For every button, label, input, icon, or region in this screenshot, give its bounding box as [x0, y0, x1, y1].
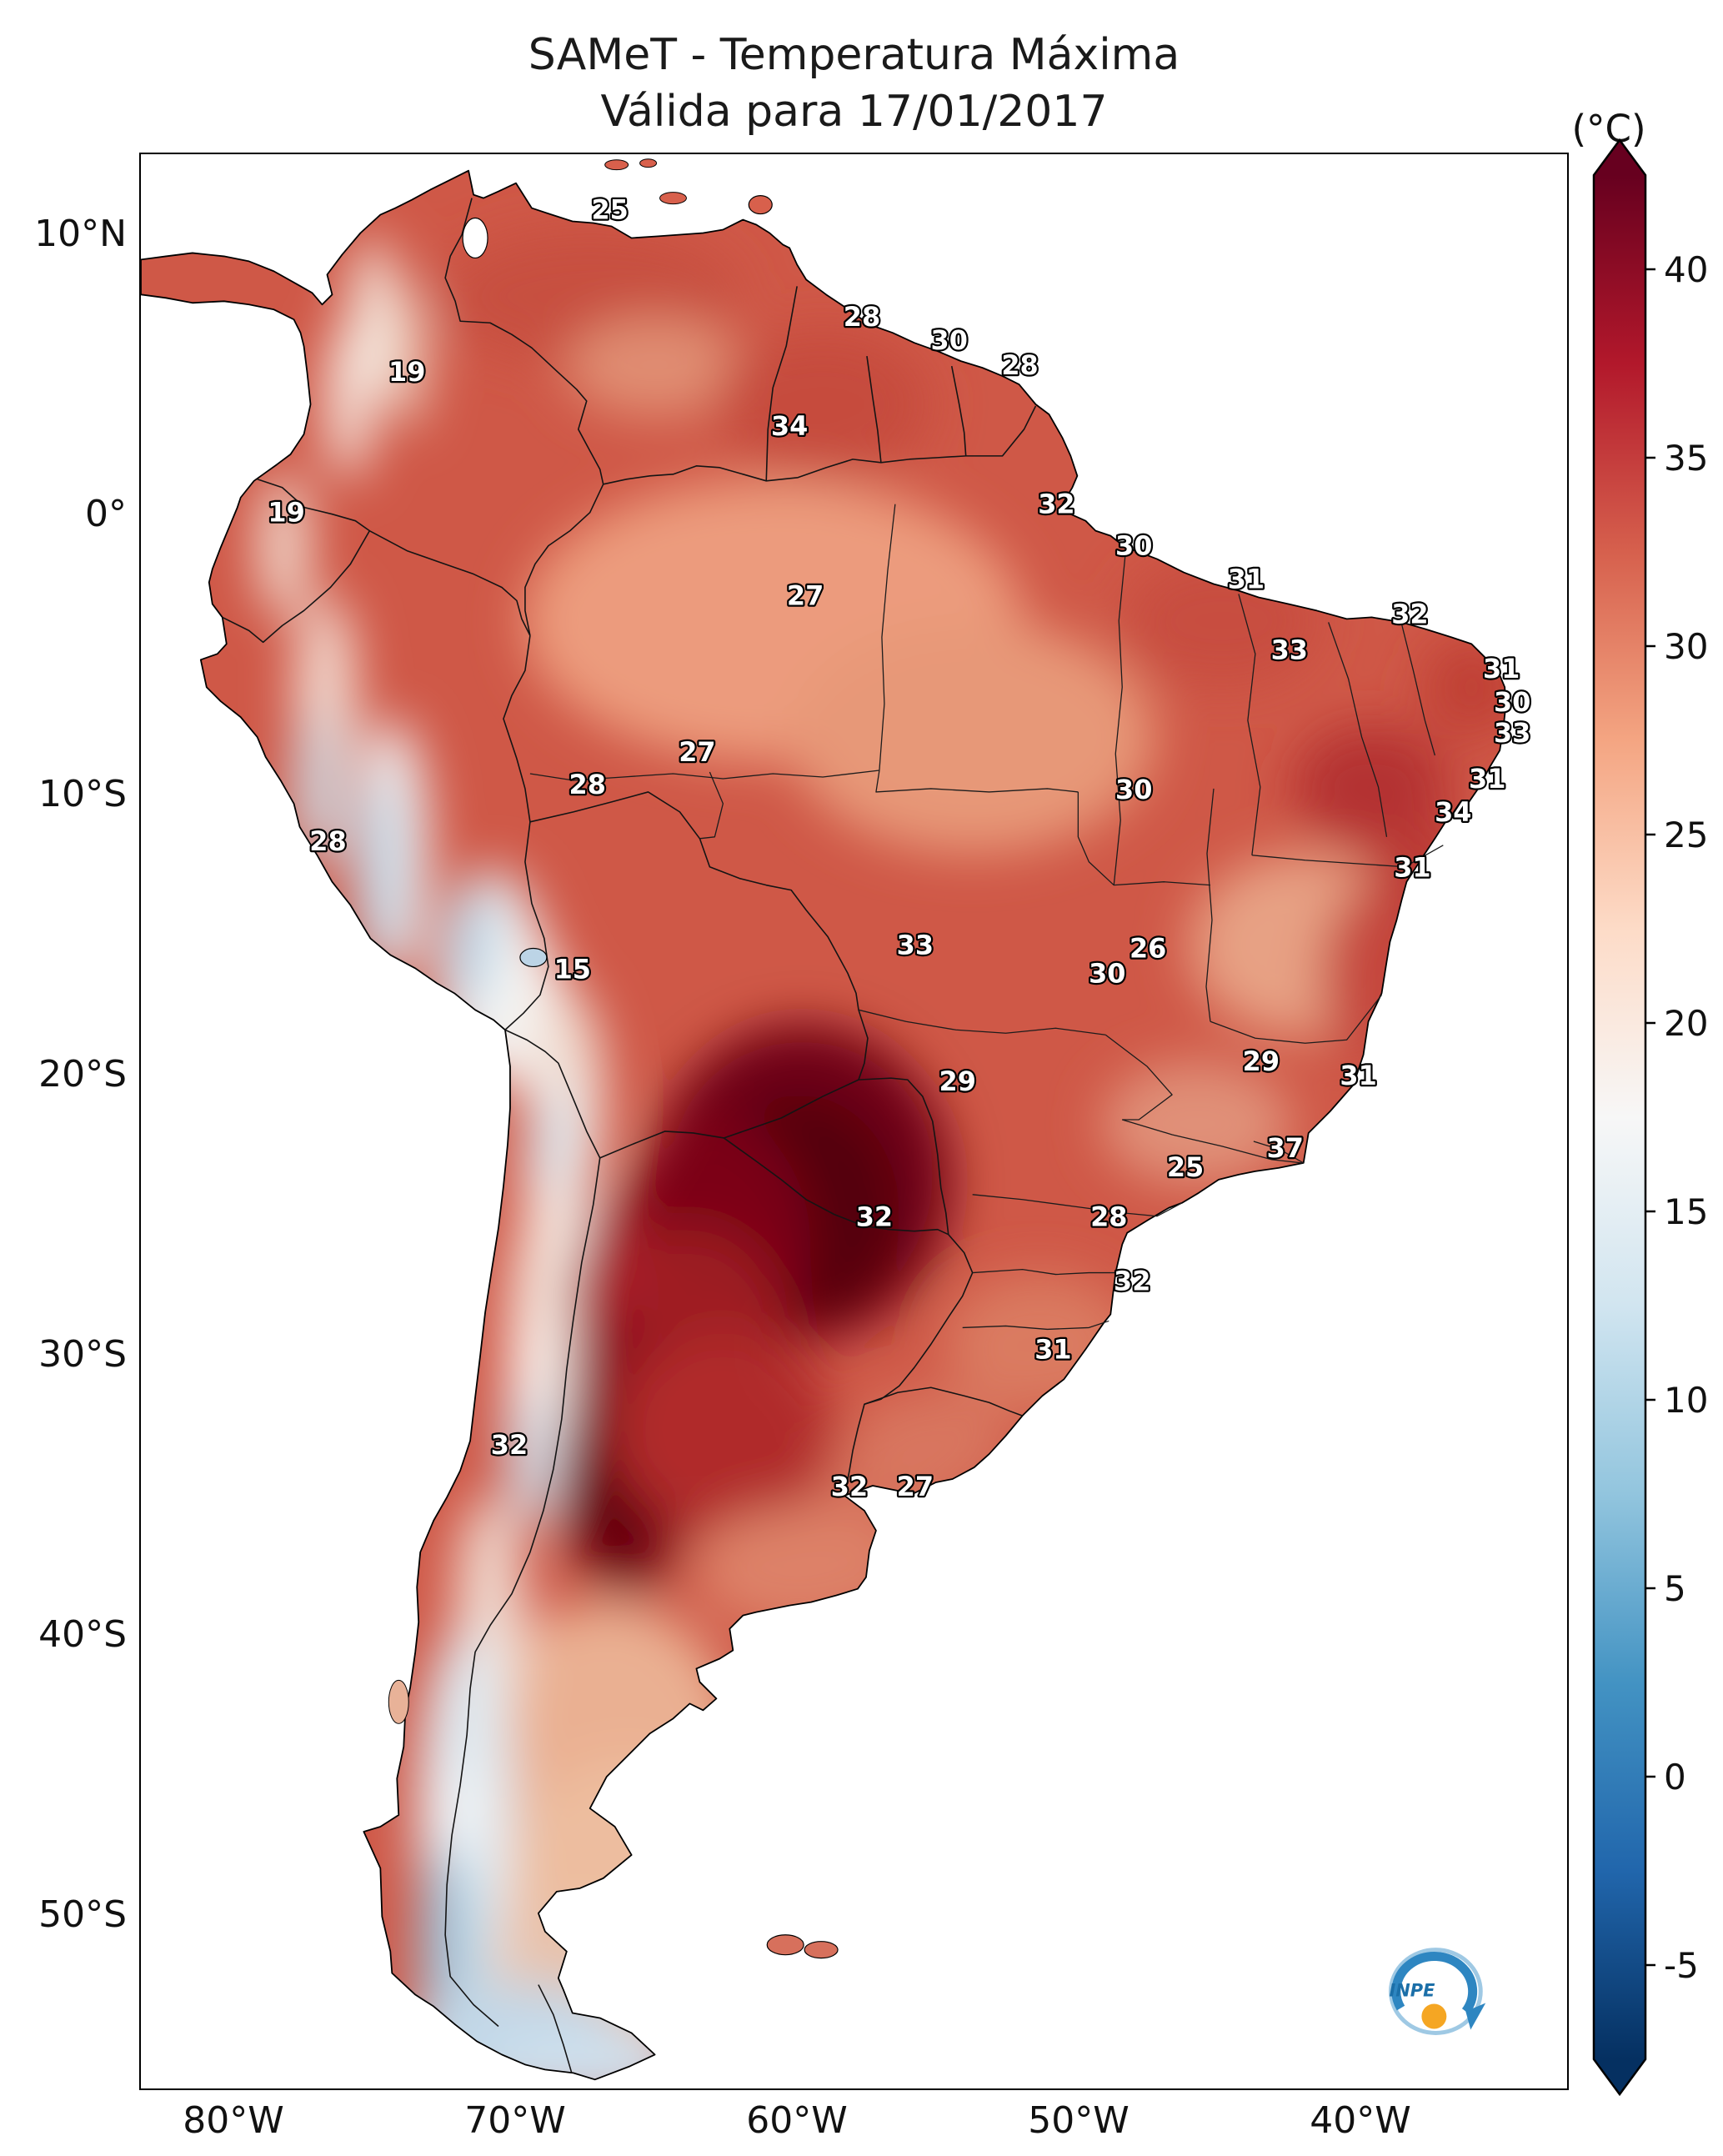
- temp-label: 33: [897, 929, 934, 960]
- temp-label: 28: [309, 825, 346, 857]
- temp-label: 27: [787, 579, 824, 611]
- temp-label: 28: [569, 769, 606, 800]
- temp-label: 25: [591, 194, 628, 226]
- island-chiloe: [388, 1679, 409, 1724]
- island-trinidad: [748, 194, 773, 215]
- lake-titicaca: [519, 947, 548, 968]
- lake-maracaibo: [462, 217, 488, 259]
- temp-label: 30: [1115, 774, 1152, 805]
- temp-label: 30: [931, 324, 968, 356]
- state-borders: [529, 504, 1444, 1331]
- temp-label: 34: [771, 410, 808, 442]
- temp-label: 32: [1391, 598, 1428, 629]
- temp-label: 30: [1089, 957, 1125, 989]
- temp-label: 32: [491, 1429, 528, 1461]
- temp-label: 15: [554, 953, 591, 985]
- temp-label: 19: [268, 497, 304, 529]
- temp-label: 31: [1228, 563, 1265, 594]
- x-tick-label: 70°W: [464, 2099, 566, 2142]
- colorbar-tick-label: 15: [1664, 1191, 1708, 1232]
- south-america-map: INPE 25283028193432193031273233313033273…: [141, 158, 1533, 2081]
- lakes-and-islands: [388, 158, 839, 1959]
- colorbar-tick-label: 20: [1664, 1003, 1708, 1044]
- temp-label: 29: [1243, 1045, 1280, 1077]
- y-tick-label: 20°S: [38, 1053, 127, 1096]
- temp-label: 30: [1115, 530, 1152, 562]
- map-plot-area: INPE 25 28 30 28 19 34 32 19 30 31 27 32 33 31 30 33 27 3…: [139, 153, 1569, 2090]
- temp-label: 33: [1271, 634, 1308, 665]
- colorbar-tick-label: 30: [1664, 626, 1708, 667]
- temp-label: 29: [939, 1065, 976, 1097]
- y-tick-label: 50°S: [38, 1893, 127, 1936]
- country-borders: [222, 198, 1037, 2073]
- temp-label: 19: [388, 356, 425, 388]
- colorbar-extend-bottom: [1594, 2059, 1645, 2094]
- temp-label: 28: [844, 301, 880, 333]
- colorbar-tick-label: 10: [1664, 1380, 1708, 1421]
- temp-label: 30: [1494, 686, 1530, 718]
- temp-label: 32: [831, 1471, 868, 1502]
- colorbar-unit-label: (°C): [1571, 107, 1646, 151]
- logo-outer-ring: [1389, 1948, 1483, 2035]
- y-tick-label: 10°N: [34, 213, 127, 255]
- colorbar-tick-label: -5: [1664, 1945, 1699, 1986]
- y-tick-label: 10°S: [38, 773, 127, 815]
- colorbar: 40 35 30 25 20 15 10 5 0 -5: [1592, 138, 1708, 2097]
- logo-arrowhead: [1465, 2003, 1486, 2030]
- island-caribbean: [604, 159, 629, 171]
- temp-label: 28: [1001, 349, 1038, 381]
- temp-label: 37: [1267, 1132, 1304, 1164]
- chart-title: SAMeT - Temperatura Máxima: [528, 30, 1180, 80]
- colorbar-extend-top: [1594, 140, 1645, 175]
- y-tick-label: 30°S: [38, 1333, 127, 1376]
- logo-swoosh-arrow: [1391, 1952, 1478, 2014]
- colorbar-tick-label: 0: [1664, 1757, 1686, 1798]
- temp-label: 31: [1483, 653, 1520, 684]
- colorbar-tick-label: 40: [1664, 249, 1708, 290]
- x-tick-label: 60°W: [746, 2099, 848, 2142]
- colorbar-gradient: [1594, 175, 1645, 2059]
- colorbar-tick-label: 25: [1664, 815, 1708, 855]
- temp-label: 25: [1167, 1151, 1204, 1183]
- temperature-field: [141, 170, 1506, 2080]
- colorbar-outline: [1592, 138, 1647, 2097]
- y-tick-label: 40°S: [38, 1613, 127, 1656]
- inpe-logo: INPE: [1389, 1948, 1486, 2035]
- temp-label: 33: [1494, 717, 1530, 749]
- temp-label: 31: [1340, 1060, 1376, 1091]
- temp-label: 34: [1435, 796, 1471, 828]
- x-tick-label: 50°W: [1028, 2099, 1129, 2142]
- logo-orange-dot: [1421, 2003, 1447, 2029]
- temp-label: 32: [1038, 489, 1074, 520]
- colorbar-ticks: 40 35 30 25 20 15 10 5 0 -5: [1645, 249, 1708, 1986]
- temp-label: 32: [1114, 1266, 1150, 1297]
- temp-label: 31: [1034, 1333, 1071, 1365]
- logo-text: INPE: [1389, 1981, 1435, 2001]
- island-caribbean: [639, 158, 658, 168]
- temp-label: 27: [897, 1471, 934, 1502]
- temp-label: 32: [856, 1201, 893, 1233]
- temp-label: 27: [679, 736, 715, 768]
- temp-label: 28: [1090, 1201, 1127, 1233]
- temp-label: 26: [1129, 932, 1166, 964]
- temp-label: 31: [1394, 852, 1430, 884]
- colorbar-tick-label: 5: [1664, 1568, 1686, 1609]
- island-falkland-east: [804, 1941, 839, 1959]
- temp-label: 31: [1469, 763, 1505, 795]
- island-margarita: [659, 192, 687, 205]
- island-falkland-west: [766, 1934, 804, 1956]
- colorbar-tick-label: 35: [1664, 438, 1708, 479]
- x-tick-label: 80°W: [183, 2099, 284, 2142]
- y-tick-label: 0°: [85, 493, 127, 535]
- chart-subtitle: Válida para 17/01/2017: [600, 87, 1108, 137]
- x-tick-label: 40°W: [1310, 2099, 1411, 2142]
